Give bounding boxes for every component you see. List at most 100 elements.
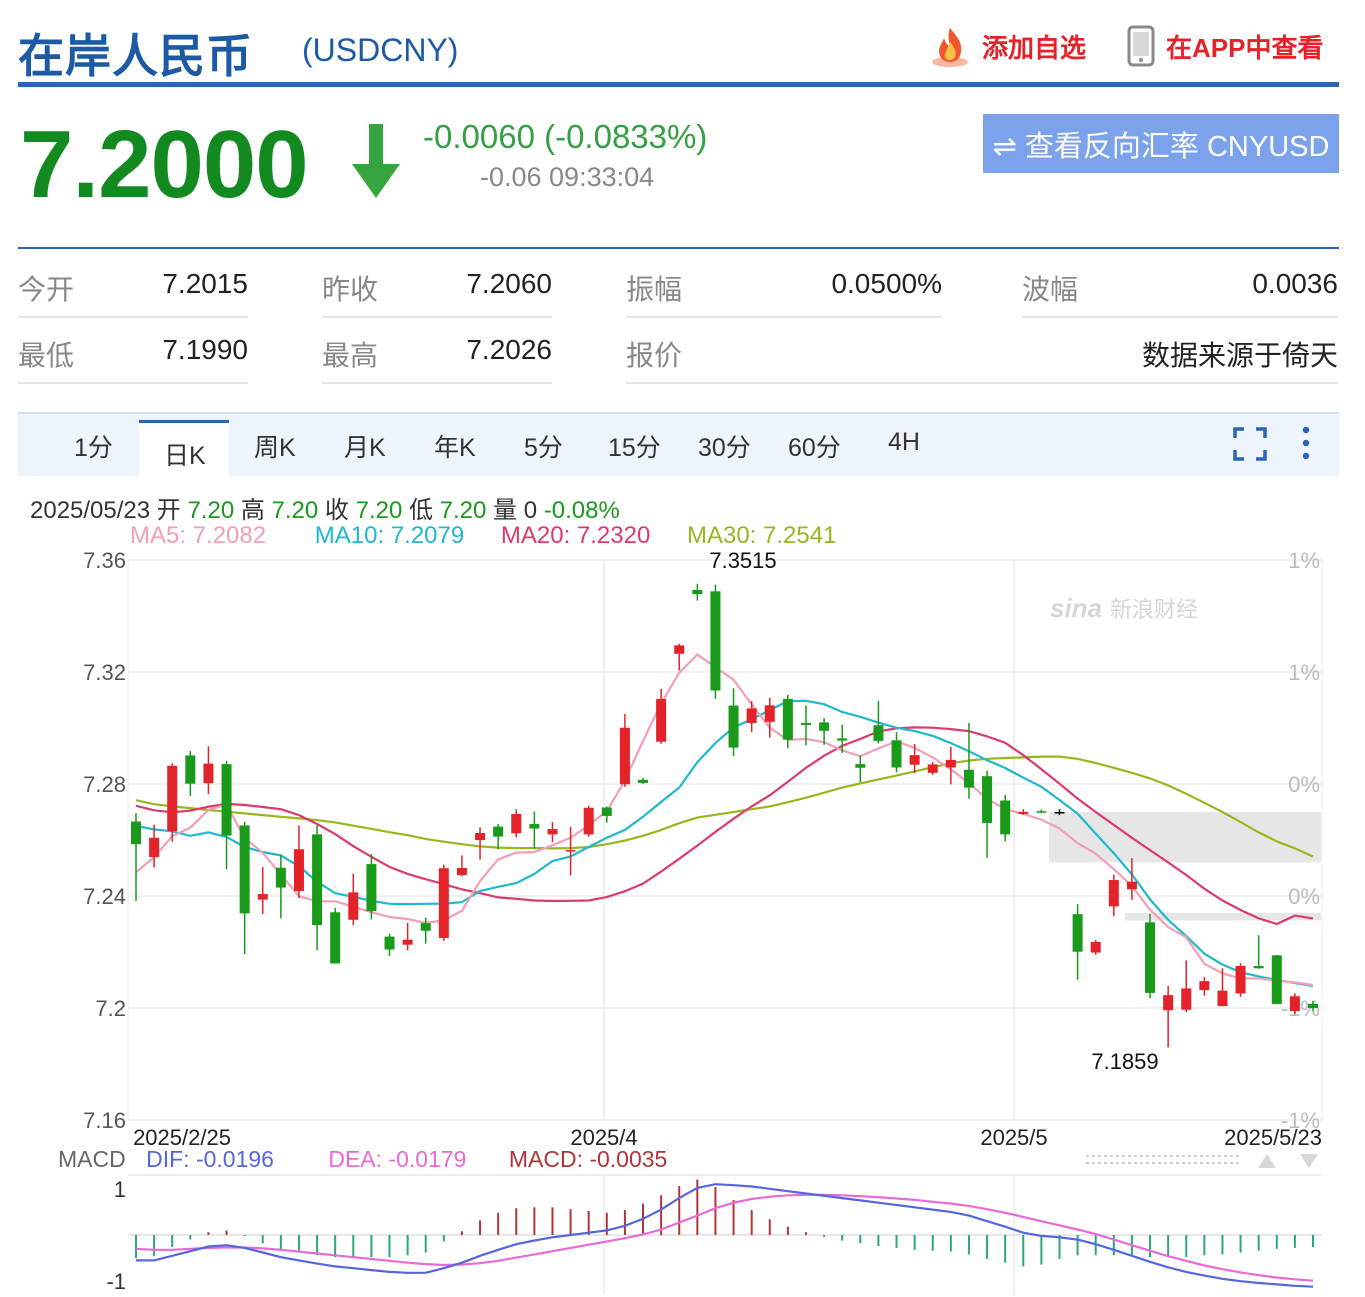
info-open-label: 开 [156,497,181,524]
candle [800,705,811,746]
candle-body [1163,995,1174,1011]
candle-body [149,837,160,858]
tab-5min[interactable]: 5分 [524,434,563,462]
tab-yearly[interactable]: 年K [434,434,476,462]
max-price-label: 7.3515 [709,548,776,573]
candle [1199,977,1210,996]
scroll-down-icon[interactable] [1298,1152,1320,1170]
tab-1min[interactable]: 1分 [74,434,113,462]
candle-body [366,864,377,912]
candle-body [547,829,558,835]
candle-body [837,738,848,741]
ma30-legend: MA30: 7.2541 [686,522,837,549]
candle-body [493,826,504,837]
pct-tick-label: 0% [1288,772,1320,797]
tab-daily[interactable]: 日K [164,442,206,470]
candle-body [764,705,775,722]
candle [1145,913,1156,999]
candle-body [293,849,304,891]
candle-body [167,765,178,832]
info-low: 7.20 [439,497,487,524]
candle [1108,874,1119,917]
candle [1271,955,1282,1005]
open-app-label: 在APP中查看 [1166,32,1324,63]
candle-body [891,740,902,768]
x-tick-label: 2025/2/25 [133,1125,231,1145]
candle [927,762,938,775]
phone-icon [1127,25,1155,67]
candle [945,746,956,785]
candle [149,824,160,868]
candle [565,826,576,876]
y-tick-label: 7.2 [95,996,126,1021]
info-low-label: 低 [408,497,433,524]
tab-monthly[interactable]: 月K [344,434,386,462]
candle [348,873,359,926]
candle [963,722,974,799]
macd-legend: MACD DIF: -0.0196 DEA: -0.0179 MACD: -0.… [58,1146,667,1173]
add-watchlist-button[interactable]: 添加自选 [928,24,1086,68]
data-source: 数据来源于倚天 [1141,340,1338,371]
stat-label: 报价 [626,340,683,371]
candle-body [583,807,594,835]
candle-body [565,850,576,852]
watermark-text: 新浪财经 [1110,597,1198,622]
candle [656,688,667,744]
chart-scroll-handle[interactable] [1086,1152,1246,1168]
reverse-rate-button[interactable]: ⇌ 查看反向汇率 CNYUSD [983,114,1339,173]
candle-body [873,725,884,741]
ma10-legend: MA10: 7.2079 [314,522,465,549]
candle-body [402,939,413,945]
stat-label: 振幅 [626,274,683,305]
candle [402,922,413,951]
candle-body [800,722,811,725]
ma30-line [135,755,1314,858]
scroll-up-icon[interactable] [1256,1152,1278,1170]
down-arrow-icon [352,124,400,198]
candle [710,584,721,699]
price-divider [18,247,1339,249]
candle-body [782,698,793,740]
candle [1253,935,1264,969]
y-tick-label: 7.24 [83,884,126,909]
pct-tick-label: -1% [1281,1108,1320,1133]
fullscreen-icon[interactable] [1232,426,1268,462]
candle-body [909,755,920,765]
candle [782,694,793,749]
tab-30min[interactable]: 30分 [698,434,751,462]
stat-value: 0.0500% [831,268,942,299]
candle-body [819,722,830,731]
tab-weekly[interactable]: 周K [254,434,296,462]
more-options-icon[interactable] [1298,424,1314,464]
min-price-label: 7.1859 [1091,1049,1158,1074]
pct-tick-label: -1% [1281,996,1320,1021]
info-pct: -0.08% [543,497,620,524]
page-title: 在岸人民币 [18,30,253,82]
tab-15min[interactable]: 15分 [608,434,661,462]
y-tick-label: 7.36 [83,548,126,573]
tab-4h[interactable]: 4H [888,428,920,456]
candle [873,700,884,744]
info-date: 2025/05/23 [30,497,151,524]
y-tick-label: 7.28 [83,772,126,797]
price-change: -0.0060 (-0.0833%) [423,118,708,155]
open-app-button[interactable]: 在APP中查看 [1126,24,1323,68]
stat-label: 今开 [18,274,75,305]
candle [384,933,395,956]
candle-body [1126,881,1137,890]
stat-label: 波幅 [1022,274,1079,305]
candle [1090,939,1101,955]
candle-body [1235,966,1246,994]
macd-tick-label: 1 [114,1177,126,1202]
tab-60min[interactable]: 60分 [788,434,841,462]
candle-body [1036,811,1047,813]
y-tick-label: 7.16 [83,1108,126,1133]
candle-body [1181,988,1192,1010]
candlestick-chart[interactable]: 7.367.327.287.247.27.161%1%0%0%-1%-1%202… [0,540,1365,1145]
candle [239,821,250,954]
candle-body [330,912,341,964]
candle-body [185,755,196,784]
candle-body [945,759,956,768]
candle [1217,968,1228,1007]
sina-finance-watermark: sina 新浪财经 [1050,593,1198,623]
